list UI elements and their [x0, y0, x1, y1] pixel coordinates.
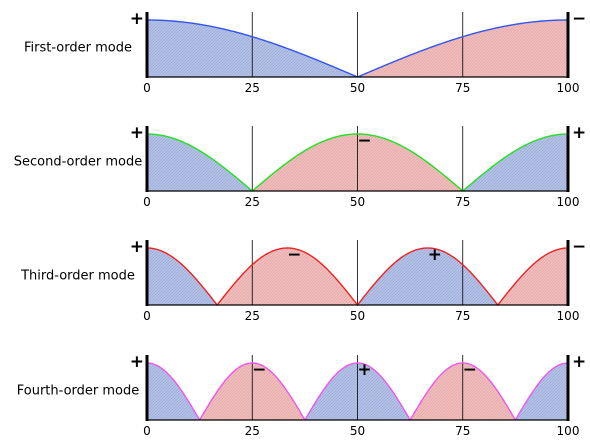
lobe-fill-negative [497, 248, 568, 305]
sign-plus: + [572, 352, 586, 372]
sign-minus: − [252, 360, 266, 380]
tick-label-0: 0 [143, 424, 151, 438]
mode-label: Fourth-order mode [17, 383, 139, 398]
mode-label: Third-order mode [20, 268, 135, 283]
mode-label: First-order mode [24, 40, 132, 55]
sign-minus: − [572, 9, 586, 29]
sign-plus: + [572, 123, 586, 143]
tick-label-0: 0 [143, 195, 151, 209]
sign-minus: − [357, 131, 371, 151]
mode-curve-4 [146, 362, 569, 420]
tick-label-25: 25 [245, 81, 260, 95]
sign-minus: − [463, 360, 477, 380]
tick-label-100: 100 [557, 309, 580, 323]
sign-minus: − [572, 237, 586, 257]
sign-plus: + [130, 352, 144, 372]
mode-label: Second-order mode [14, 154, 142, 169]
sign-plus: + [428, 245, 442, 265]
tick-label-50: 50 [350, 309, 365, 323]
tick-label-0: 0 [143, 81, 151, 95]
tick-label-25: 25 [245, 424, 260, 438]
tick-label-100: 100 [557, 195, 580, 209]
tick-label-75: 75 [455, 195, 470, 209]
lobe-fill-positive [147, 363, 200, 420]
tick-label-25: 25 [245, 309, 260, 323]
mode-panel-1: 0 25 50 75 100 First-order mode + − [24, 9, 586, 95]
tick-label-75: 75 [455, 424, 470, 438]
tick-label-100: 100 [557, 81, 580, 95]
mode-panel-2: 0 25 50 75 100 Second-order mode + − + [14, 123, 586, 209]
lobe-fill-positive [147, 248, 218, 305]
lobe-fill-positive [515, 363, 568, 420]
sign-plus: + [357, 360, 371, 380]
tick-label-75: 75 [455, 309, 470, 323]
tick-label-50: 50 [350, 81, 365, 95]
lobe-fill-positive [462, 134, 568, 191]
tick-label-50: 50 [350, 195, 365, 209]
sign-plus: + [130, 237, 144, 257]
tick-label-25: 25 [245, 195, 260, 209]
mode-panel-3: 0 25 50 75 100 Third-order mode + − + − [20, 237, 586, 323]
tick-label-50: 50 [350, 424, 365, 438]
mode-curve-2 [146, 133, 569, 192]
lobe-fill-positive [147, 134, 253, 191]
sign-minus: − [287, 245, 301, 265]
tick-label-0: 0 [143, 309, 151, 323]
tick-label-100: 100 [557, 424, 580, 438]
sign-plus: + [130, 9, 144, 29]
mode-panel-4: 0 25 50 75 100 Fourth-order mode + − + − + [17, 352, 586, 438]
sign-plus: + [130, 123, 144, 143]
tick-label-75: 75 [455, 81, 470, 95]
